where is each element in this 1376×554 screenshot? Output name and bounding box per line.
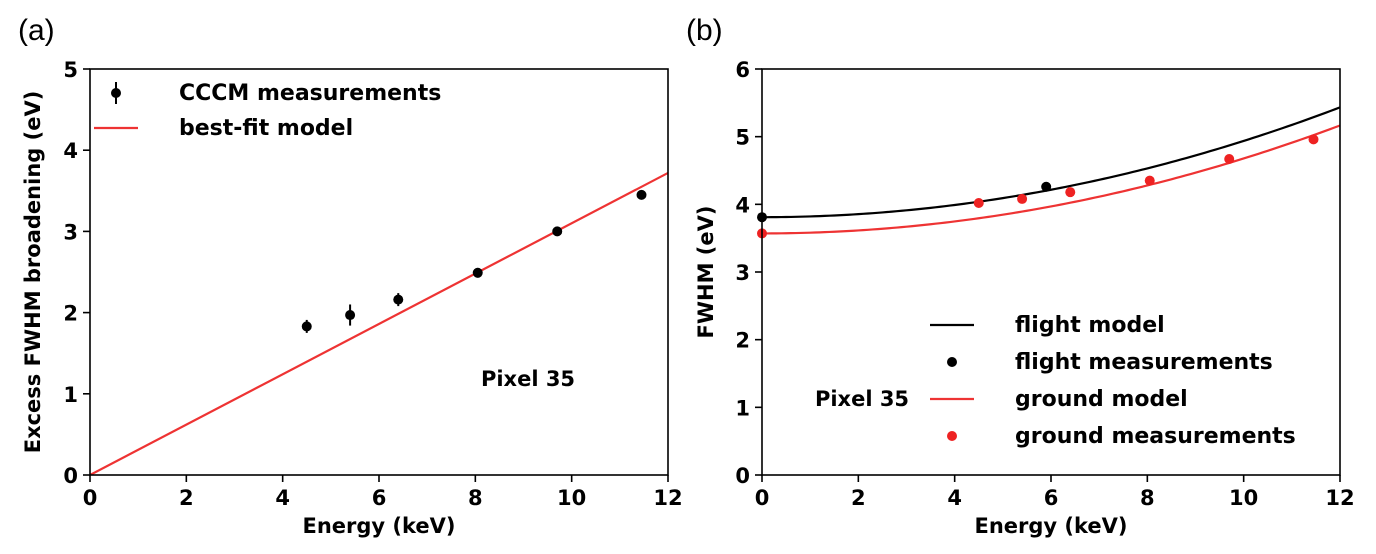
y-tick-label: 5	[735, 126, 750, 150]
y-tick-label: 1	[63, 383, 78, 407]
series-line	[762, 124, 1340, 235]
y-axis-title: FWHM (eV)	[694, 206, 718, 339]
x-axis-title: Energy (keV)	[302, 514, 455, 538]
y-axis-title: Excess FWHM broadening (eV)	[21, 91, 45, 454]
legend-marker-swatch	[947, 431, 957, 441]
data-point	[636, 189, 647, 200]
panel-label: (b)	[686, 14, 723, 47]
legend-label: best-fit model	[179, 116, 353, 141]
plot-area	[762, 106, 1340, 235]
data-point	[1224, 153, 1235, 164]
x-tick-label: 8	[1140, 486, 1155, 510]
data-point	[393, 294, 404, 305]
data-point	[1041, 181, 1052, 192]
x-tick-label: 4	[275, 486, 290, 510]
y-tick-label: 2	[735, 329, 750, 353]
legend-marker-swatch	[947, 357, 957, 367]
y-tick-label: 5	[63, 58, 78, 82]
x-tick-label: 0	[83, 486, 98, 510]
y-tick-label: 3	[63, 220, 78, 244]
x-tick-label: 12	[653, 486, 682, 510]
x-tick-label: 10	[557, 486, 586, 510]
series-line	[762, 106, 1340, 219]
x-tick-label: 0	[755, 486, 770, 510]
x-tick-label: 6	[1044, 486, 1059, 510]
x-axis-title: Energy (keV)	[974, 514, 1127, 538]
data-point	[1308, 134, 1319, 145]
panel-label: (a)	[18, 14, 55, 47]
plot-area	[90, 171, 668, 475]
legend: flight model flight measurements ground mo…	[930, 313, 1296, 449]
x-tick-label: 2	[179, 486, 194, 510]
legend-label: CCCM measurements	[179, 81, 441, 106]
pixel-annotation: Pixel 35	[815, 387, 909, 411]
legend-label: ground measurements	[1015, 424, 1296, 449]
y-tick-label: 0	[63, 464, 78, 488]
legend-label: flight model	[1015, 313, 1165, 338]
x-tick-label: 6	[372, 486, 387, 510]
data-point	[472, 267, 483, 278]
y-tick-label: 1	[735, 396, 750, 420]
x-tick-label: 8	[468, 486, 483, 510]
data-point	[345, 310, 356, 321]
legend-marker-swatch	[111, 88, 121, 98]
axes-frame	[89, 68, 669, 476]
y-tick-label: 2	[63, 302, 78, 326]
y-tick-label: 4	[63, 139, 78, 163]
x-tick-label: 2	[851, 486, 866, 510]
x-tick-label: 4	[947, 486, 962, 510]
axes-frame	[761, 68, 1341, 476]
series-line	[90, 171, 668, 475]
pixel-annotation: Pixel 35	[481, 367, 575, 391]
y-tick-label: 0	[735, 464, 750, 488]
y-tick-label: 6	[735, 58, 750, 82]
data-point	[1144, 175, 1155, 186]
data-point	[1017, 193, 1028, 204]
y-tick-label: 4	[735, 193, 750, 217]
data-point	[973, 197, 984, 208]
x-tick-label: 10	[1229, 486, 1258, 510]
legend-label: flight measurements	[1015, 350, 1273, 375]
x-tick-label: 12	[1325, 486, 1354, 510]
legend-label: ground model	[1015, 387, 1188, 412]
data-point	[301, 321, 312, 332]
data-point	[552, 226, 563, 237]
y-tick-label: 3	[735, 261, 750, 285]
data-point	[1065, 187, 1076, 198]
legend: CCCM measurements best-fit model	[94, 81, 441, 141]
